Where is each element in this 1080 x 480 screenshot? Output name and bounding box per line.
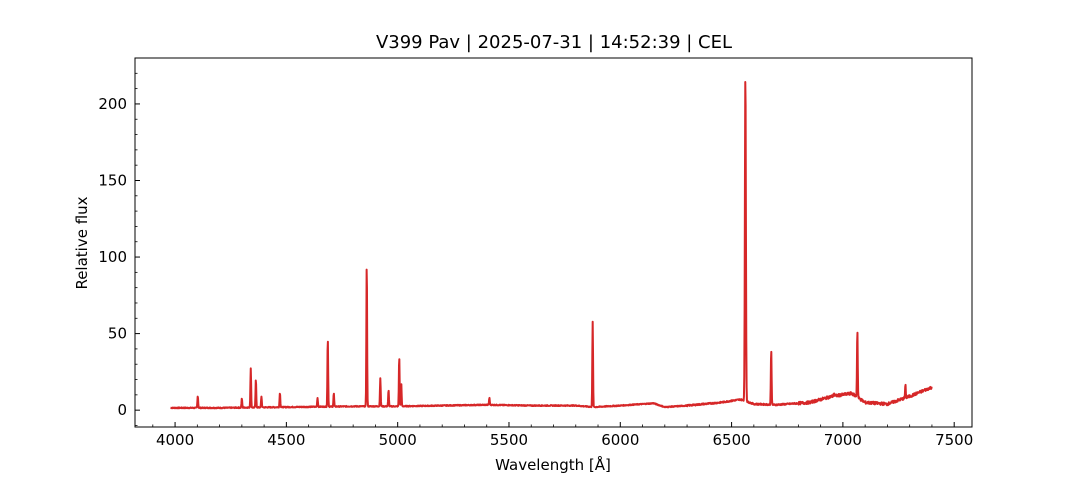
x-axis-ticks: 4000 4500 5000 5500 6000 6500 7000 7500 [152,422,973,449]
spectrum-line [169,81,933,410]
y-tick-label: 150 [98,171,127,189]
plot-frame [134,57,973,428]
x-tick-label: 6000 [601,431,639,449]
plot-area: 4000 4500 5000 5500 6000 6500 7000 7500 0 50 100 1… [98,57,973,449]
y-tick-label: 200 [98,95,127,113]
x-tick-label: 4000 [156,431,194,449]
y-tick-label: 50 [108,325,127,343]
x-tick-label: 5500 [490,431,528,449]
x-tick-label: 7000 [824,431,862,449]
x-tick-label: 4500 [267,431,305,449]
x-axis-label: Wavelength [Å] [495,455,611,474]
chart-title: V399 Pav | 2025-07-31 | 14:52:39 | CEL [376,32,732,53]
series-layer [169,81,933,410]
x-tick-label: 5000 [379,431,417,449]
y-axis-ticks: 0 50 100 150 200 [98,72,140,426]
y-axis-label: Relative flux [73,196,91,289]
x-tick-label: 6500 [712,431,750,449]
y-tick-label: 100 [98,248,127,266]
x-tick-label: 7500 [935,431,973,449]
y-tick-label: 0 [117,401,127,419]
